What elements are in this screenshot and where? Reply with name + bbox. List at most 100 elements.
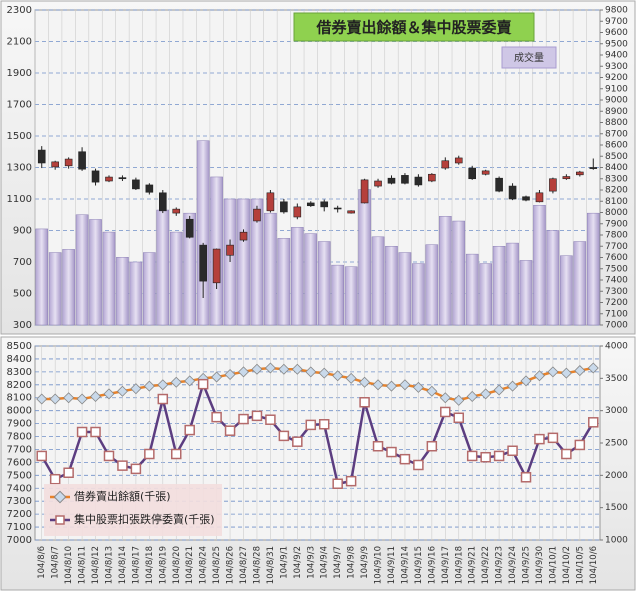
x-tick-label: 104/9/7: [333, 546, 343, 579]
point-marker: [36, 393, 48, 405]
candle-body: [132, 179, 140, 190]
volume-bar: [75, 214, 89, 326]
volume-bar: [385, 246, 398, 326]
volume-label-background: [501, 46, 557, 69]
point-marker: [359, 397, 370, 408]
volume-label: 成交量: [514, 51, 544, 64]
x-tick-label: 104/8/31: [266, 546, 276, 584]
y-tick-label: 8400: [7, 354, 32, 365]
x-tick-label: 104/8/6: [37, 546, 47, 579]
candle-body: [293, 206, 302, 218]
point-marker: [534, 433, 545, 445]
volume-bar: [479, 263, 492, 326]
point-marker: [211, 411, 222, 423]
y2-tick-label: 9400: [605, 51, 628, 61]
y2-tick-label: 8800: [605, 118, 628, 128]
x-tick-label: 104/8/7: [51, 546, 61, 579]
legend-marker: [53, 490, 67, 504]
point-marker: [480, 451, 491, 463]
point-marker: [90, 426, 101, 438]
y2-tick-label: 9000: [605, 96, 628, 106]
volume-bar: [506, 242, 519, 326]
candle-body: [535, 192, 544, 203]
volume-bar: [250, 198, 264, 326]
point-marker: [412, 381, 424, 393]
x-tick-label: 104/9/10: [374, 546, 384, 584]
candle-body: [441, 160, 450, 169]
y-tick-label: 8000: [7, 406, 32, 417]
candle-body: [360, 179, 369, 204]
point-marker: [103, 388, 115, 400]
volume-bar: [560, 255, 573, 326]
y-tick-label: 7300: [7, 496, 32, 507]
volume-bar: [317, 241, 331, 326]
x-tick-label: 104/9/1: [279, 546, 289, 579]
y2-tick-label: 7200: [605, 298, 628, 308]
x-tick-label: 104/8/13: [104, 546, 114, 584]
point-marker: [372, 440, 384, 452]
candle-body: [522, 196, 530, 201]
candle-body: [172, 208, 181, 214]
point-marker: [480, 388, 492, 400]
y-tick-label: 7600: [7, 457, 32, 468]
x-tick-label: 104/8/27: [239, 546, 249, 584]
y-tick-label: 2300: [7, 5, 32, 16]
y2-tick-label: 9700: [605, 17, 628, 27]
volume-bar: [143, 252, 156, 326]
x-tick-label: 104/9/3: [306, 546, 316, 579]
volume-bar: [492, 246, 506, 326]
point-marker: [386, 446, 397, 458]
candle-body: [508, 185, 517, 200]
x-tick-label: 104/8/12: [91, 546, 101, 584]
point-marker: [157, 393, 169, 405]
point-marker: [399, 453, 411, 465]
y-tick-label: 300: [13, 320, 32, 331]
y-tick-label: 7800: [7, 432, 32, 443]
title-background: [293, 12, 535, 42]
y2-tick-label: 2500: [605, 439, 628, 449]
volume-bar: [546, 230, 560, 326]
x-tick-label: 104/9/24: [508, 546, 518, 584]
point-marker: [90, 390, 102, 402]
y-tick-label: 900: [13, 226, 32, 237]
y-tick-label: 7500: [7, 470, 32, 481]
point-marker: [332, 370, 344, 382]
candle-body: [212, 248, 221, 284]
volume-bar: [264, 212, 277, 326]
x-tick-label: 104/8/28: [252, 546, 262, 584]
x-tick-label: 104/9/4: [320, 546, 330, 579]
y-tick-label: 8200: [7, 380, 32, 391]
x-tick-label: 104/9/23: [495, 546, 505, 584]
y2-tick-label: 1500: [605, 503, 628, 513]
volume-bar: [358, 189, 371, 326]
x-tick-label: 104/8/26: [226, 546, 236, 584]
point-marker: [453, 412, 464, 424]
point-marker: [507, 445, 518, 457]
y2-tick-label: 8500: [605, 152, 628, 162]
point-marker: [184, 375, 196, 387]
y-tick-label: 500: [13, 289, 32, 300]
point-marker: [117, 460, 128, 471]
x-tick-label: 104/9/16: [427, 546, 437, 584]
candle-body: [78, 151, 86, 170]
y-tick-label: 8500: [7, 341, 32, 352]
volume-bar: [519, 260, 533, 326]
point-marker: [305, 419, 317, 431]
candle-body: [239, 231, 248, 241]
y-tick-label: 7100: [7, 522, 32, 533]
point-marker: [143, 380, 155, 392]
candle-body: [333, 207, 342, 210]
y2-tick-label: 7000: [605, 321, 628, 331]
point-marker: [385, 380, 398, 392]
x-tick-label: 104/9/15: [414, 546, 424, 584]
point-marker: [359, 376, 371, 388]
point-marker: [224, 368, 236, 380]
point-marker: [49, 393, 61, 405]
candle-body: [226, 244, 234, 256]
point-marker: [507, 380, 519, 392]
point-marker: [440, 406, 451, 418]
x-tick-label: 104/8/10: [64, 546, 74, 584]
point-marker: [547, 432, 559, 444]
point-marker: [439, 392, 451, 404]
